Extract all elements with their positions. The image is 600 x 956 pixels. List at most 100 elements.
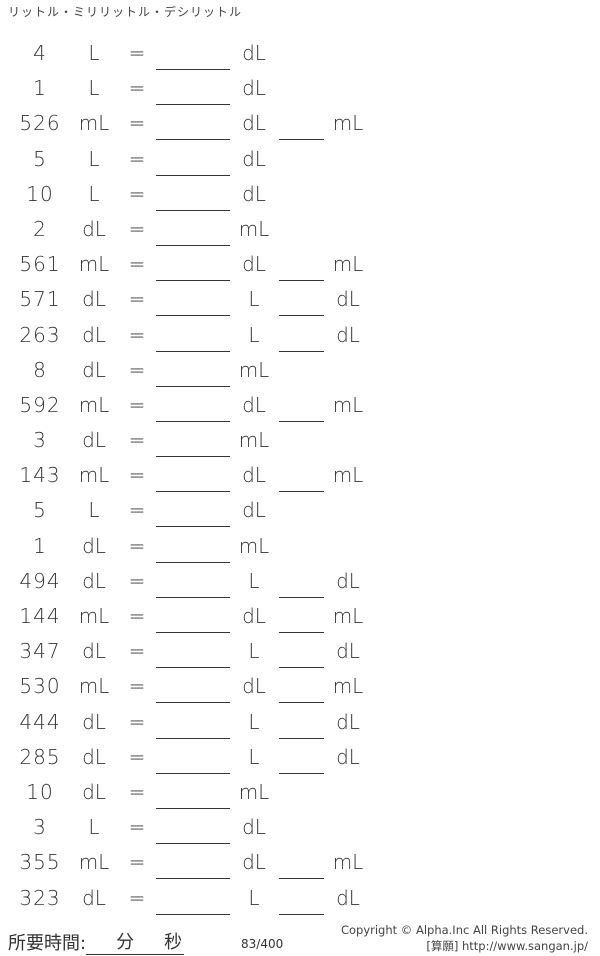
- answer-blank-2[interactable]: [279, 491, 324, 493]
- answer-blank[interactable]: [156, 913, 230, 915]
- source-unit: L: [88, 181, 100, 206]
- source-unit: dL: [82, 428, 106, 453]
- answer-blank[interactable]: [156, 632, 230, 633]
- quantity: 2: [33, 216, 47, 241]
- source-unit: L: [88, 815, 100, 840]
- target-unit: dL: [242, 498, 266, 523]
- answer-blank[interactable]: [156, 702, 230, 704]
- problem-row: 3 dL = mL: [0, 424, 600, 459]
- target-unit: L: [248, 744, 260, 769]
- problem-row: 347 dL = L dL: [0, 635, 600, 670]
- answer-blank-2[interactable]: [279, 772, 324, 774]
- minutes-label: 分: [116, 932, 135, 953]
- target-unit: mL: [238, 533, 270, 558]
- target-unit-2: dL: [336, 322, 360, 347]
- problem-row: 494 dL = L dL: [0, 565, 600, 600]
- problem-row: 323 dL = L dL: [0, 882, 600, 917]
- quantity: 5: [33, 498, 47, 523]
- answer-blank-2[interactable]: [279, 913, 324, 915]
- answer-blank[interactable]: [156, 561, 230, 563]
- equals-sign: =: [128, 463, 146, 488]
- equals-sign: =: [128, 216, 146, 241]
- answer-blank[interactable]: [156, 878, 230, 880]
- worksheet-title: リットル・ミリリットル・デシリットル: [8, 5, 243, 19]
- target-unit: dL: [242, 111, 266, 136]
- answer-blank[interactable]: [156, 69, 230, 70]
- problem-row: 10 dL = mL: [0, 776, 600, 811]
- target-unit: mL: [238, 357, 270, 382]
- problem-row: 285 dL = L dL: [0, 741, 600, 776]
- answer-blank[interactable]: [156, 280, 230, 282]
- target-unit-2: mL: [332, 463, 364, 488]
- answer-blank[interactable]: [156, 209, 230, 211]
- quantity: 143: [19, 463, 61, 488]
- answer-blank[interactable]: [156, 104, 230, 106]
- answer-blank-2[interactable]: [279, 139, 324, 141]
- problem-row: 592 mL = dL mL: [0, 389, 600, 424]
- copyright-text: Copyright © Alpha.Inc All Rights Reserve…: [340, 923, 588, 937]
- problem-row: 561 mL = dL mL: [0, 248, 600, 283]
- answer-blank-2[interactable]: [279, 702, 324, 704]
- answer-blank-2[interactable]: [279, 315, 324, 317]
- source-unit: dL: [82, 639, 106, 664]
- source-unit: L: [88, 146, 100, 171]
- source-unit: mL: [78, 604, 110, 628]
- equals-sign: =: [128, 41, 146, 65]
- quantity: 10: [26, 779, 54, 804]
- equals-sign: =: [128, 533, 146, 558]
- source-unit: dL: [82, 533, 106, 558]
- quantity: 285: [19, 744, 61, 769]
- answer-blank[interactable]: [156, 526, 230, 528]
- answer-blank[interactable]: [156, 244, 230, 246]
- target-unit-2: dL: [336, 885, 360, 910]
- quantity: 3: [33, 428, 47, 453]
- target-unit: L: [248, 287, 260, 312]
- source-unit: dL: [82, 744, 106, 769]
- equals-sign: =: [128, 76, 146, 101]
- answer-blank[interactable]: [156, 350, 230, 352]
- equals-sign: =: [128, 779, 146, 804]
- answer-blank[interactable]: [156, 807, 230, 809]
- answer-blank-2[interactable]: [279, 350, 324, 352]
- answer-blank-2[interactable]: [279, 596, 324, 598]
- target-unit-2: mL: [332, 850, 364, 875]
- answer-blank[interactable]: [156, 139, 230, 141]
- answer-blank[interactable]: [156, 456, 230, 458]
- problem-row: 526 mL = dL mL: [0, 107, 600, 142]
- target-unit-2: mL: [332, 674, 364, 699]
- equals-sign: =: [128, 392, 146, 417]
- copyright: Copyright © Alpha.Inc All Rights Reserve…: [341, 922, 588, 954]
- time-label: 所要時間:: [8, 933, 87, 954]
- answer-blank[interactable]: [156, 667, 230, 669]
- equals-sign: =: [128, 181, 146, 206]
- answer-blank-2[interactable]: [279, 737, 324, 739]
- problem-row: 5 L = dL: [0, 143, 600, 178]
- time-answer-field[interactable]: 分秒: [86, 932, 185, 955]
- answer-blank-2[interactable]: [279, 420, 324, 422]
- problem-row: 263 dL = L dL: [0, 319, 600, 354]
- quantity: 526: [19, 111, 61, 136]
- answer-blank-2[interactable]: [279, 878, 324, 880]
- answer-blank-2[interactable]: [279, 280, 324, 282]
- answer-blank[interactable]: [156, 491, 230, 493]
- problem-row: 5 L = dL: [0, 494, 600, 529]
- answer-blank[interactable]: [156, 843, 230, 845]
- target-unit: dL: [242, 252, 266, 277]
- answer-blank-2[interactable]: [279, 667, 324, 669]
- answer-blank[interactable]: [156, 315, 230, 317]
- problem-row: 355 mL = dL mL: [0, 846, 600, 881]
- answer-blank[interactable]: [156, 596, 230, 598]
- quantity: 10: [26, 181, 54, 206]
- answer-blank[interactable]: [156, 385, 230, 387]
- answer-blank[interactable]: [156, 174, 230, 176]
- quantity: 592: [19, 392, 61, 417]
- target-unit: L: [248, 639, 260, 664]
- answer-blank[interactable]: [156, 772, 230, 774]
- problem-row: 1 dL = mL: [0, 530, 600, 565]
- time-taken: 所要時間: 分秒: [8, 929, 185, 955]
- quantity: 494: [19, 568, 61, 593]
- target-unit-2: mL: [332, 604, 364, 628]
- answer-blank-2[interactable]: [279, 632, 324, 633]
- answer-blank[interactable]: [156, 737, 230, 739]
- answer-blank[interactable]: [156, 420, 230, 422]
